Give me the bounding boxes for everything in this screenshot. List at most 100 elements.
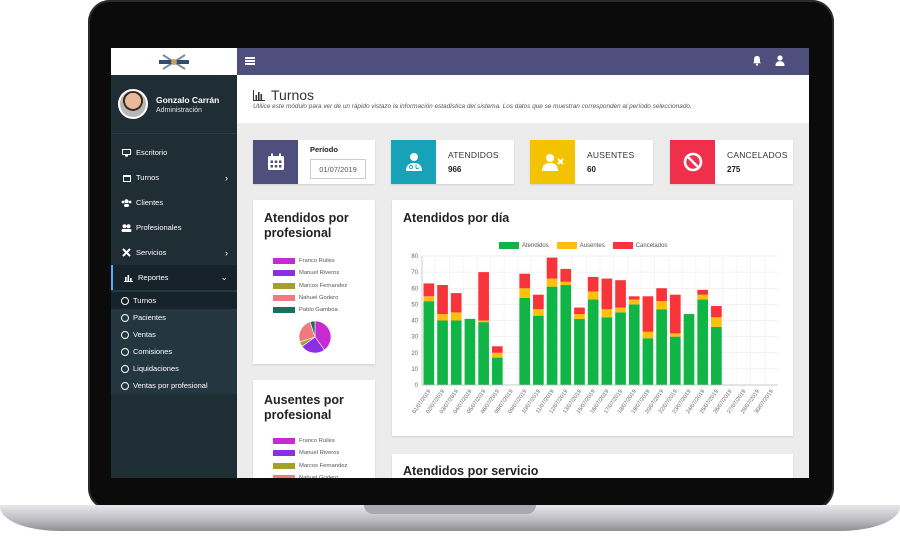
submenu-item-comisiones[interactable]: Comisiones	[111, 343, 237, 360]
legend-swatch	[556, 242, 577, 249]
submenu-item-ventas[interactable]: Ventas	[111, 326, 237, 343]
chevron-right-icon: ›	[225, 172, 228, 183]
bar-segment-atendidos	[437, 320, 448, 385]
bar-segment-cancelados	[656, 288, 667, 302]
legend-item: Marcos Fernandez	[273, 282, 347, 290]
page-subtitle: Utilice este módulo para ver de un rápid…	[253, 103, 692, 110]
user-name: Gonzalo Carrán	[156, 94, 220, 105]
submenu-item-liquidaciones[interactable]: Liquidaciones	[111, 360, 237, 377]
bar-segment-atendidos	[519, 297, 531, 385]
period-date-input[interactable]: 01/07/2019	[310, 159, 366, 179]
circle-icon	[121, 364, 129, 373]
bar-segment-cancelados	[711, 305, 722, 318]
bar-segment-atendidos	[601, 317, 613, 385]
bar-segment-atendidos	[656, 309, 667, 385]
legend-label: Ausentes	[579, 242, 605, 249]
period-label: Período	[310, 145, 338, 154]
pie-chart	[298, 320, 332, 354]
bar-segment-atendidos	[683, 314, 695, 385]
cancelados-box: CANCELADOS 275	[670, 140, 793, 184]
ausentes-box: AUSENTES 60	[530, 140, 653, 184]
bar-segment-atendidos	[491, 357, 503, 385]
legend-label: Franco Ruiles	[299, 438, 335, 444]
sidebar-item-reportes[interactable]: Reportes ⌄	[111, 265, 237, 290]
bar-segment-cancelados	[587, 276, 599, 292]
page-title-text: Turnos	[271, 87, 315, 103]
logo[interactable]	[111, 48, 237, 75]
sidebar-item-label: Turnos	[136, 173, 160, 182]
sidebar-item-turnos[interactable]: Turnos ›	[111, 165, 237, 190]
legend-swatch	[273, 282, 295, 289]
user-panel[interactable]: Gonzalo Carrán Administración	[111, 75, 237, 134]
avatar[interactable]	[118, 89, 148, 119]
legend-item: Marcos Fernandez	[273, 462, 347, 470]
bar-segment-cancelados	[574, 307, 585, 315]
sidebar-item-clientes[interactable]: Clientes	[111, 190, 237, 215]
bar-segment-cancelados	[423, 283, 435, 297]
bar-segment-ausentes	[450, 312, 462, 321]
panel-title: Atendidos por servicio	[403, 464, 539, 478]
ausentes-icon-box	[530, 140, 575, 184]
y-tick-label: 30	[411, 335, 418, 341]
y-tick-label: 70	[411, 270, 418, 276]
bar-segment-cancelados	[628, 296, 640, 300]
submenu-item-label: Ventas por profesional	[133, 381, 208, 390]
bar-segment-ausentes	[669, 333, 681, 337]
bar-segment-ausentes	[491, 352, 503, 358]
bell-icon[interactable]	[752, 55, 762, 66]
circle-icon	[121, 347, 129, 356]
user-icon[interactable]	[775, 55, 785, 66]
bar-segment-atendidos	[628, 304, 640, 385]
legend-swatch	[273, 462, 295, 469]
topbar	[237, 48, 809, 75]
ausentes-value: 60	[587, 165, 596, 174]
legend-item: Nahuel Godero	[273, 294, 338, 302]
bar-segment-atendidos	[615, 312, 626, 385]
app-screen: Gonzalo Carrán Administración Escritorio…	[111, 48, 809, 478]
y-tick-label: 50	[411, 302, 418, 308]
chevron-down-icon: ⌄	[220, 272, 228, 282]
y-tick-label: 0	[415, 383, 419, 389]
bar-segment-atendidos	[478, 322, 489, 385]
cancelados-value: 275	[727, 165, 741, 174]
bar-segment-atendidos	[423, 301, 435, 385]
sidebar-item-escritorio[interactable]: Escritorio	[111, 140, 237, 165]
circle-icon	[121, 330, 129, 339]
sidebar-item-servicios[interactable]: Servicios ›	[111, 240, 237, 265]
submenu-item-turnos[interactable]: Turnos	[111, 292, 237, 309]
legend-swatch	[499, 242, 519, 249]
menu-toggle-icon[interactable]	[245, 57, 255, 65]
legend-label: Cancelados	[635, 242, 668, 249]
legend-label: Nahuel Godero	[299, 294, 339, 301]
sidebar-item-profesionales[interactable]: Profesionales	[111, 215, 237, 240]
legend-label: Marcos Fernandez	[299, 462, 348, 469]
circle-icon	[121, 381, 129, 390]
legend-item: Franco Ruiles	[273, 437, 335, 445]
submenu-item-pacientes[interactable]: Pacientes	[111, 309, 237, 326]
submenu-item-label: Ventas	[133, 330, 156, 339]
user-role: Administración	[156, 106, 202, 114]
legend-item: Pablo Gamboa	[273, 306, 338, 314]
y-tick-label: 10	[411, 367, 418, 373]
submenu-item-ventas-por-profesional[interactable]: Ventas por profesional	[111, 377, 237, 394]
legend-item: Franco Ruiles	[273, 257, 335, 265]
submenu-item-label: Comisiones	[133, 347, 173, 356]
chevron-right-icon: ›	[225, 247, 228, 258]
bar-segment-cancelados	[560, 268, 572, 282]
circle-icon	[121, 313, 129, 322]
atendidos-label: ATENDIDOS	[448, 150, 499, 160]
bar-segment-ausentes	[642, 331, 654, 339]
bar-segment-ausentes	[711, 317, 722, 327]
bar-segment-cancelados	[533, 294, 544, 310]
legend-swatch	[273, 294, 295, 301]
y-tick-label: 80	[411, 254, 418, 260]
stacked-bar-chart: 0102030405060708001/07/201902/07/201903/…	[411, 254, 778, 415]
legend-swatch	[273, 450, 295, 457]
ban-icon	[683, 152, 702, 172]
panel-title-line: profesional	[264, 408, 332, 422]
page-header: Turnos Utilice este módulo para ver de u…	[237, 75, 809, 123]
bar-segment-ausentes	[587, 291, 599, 300]
user-times-icon	[541, 154, 564, 171]
ausentes-label: AUSENTES	[587, 150, 635, 160]
atendidos-dia-panel: Atendidos por día Atendidos Ausentes Can…	[392, 200, 793, 436]
